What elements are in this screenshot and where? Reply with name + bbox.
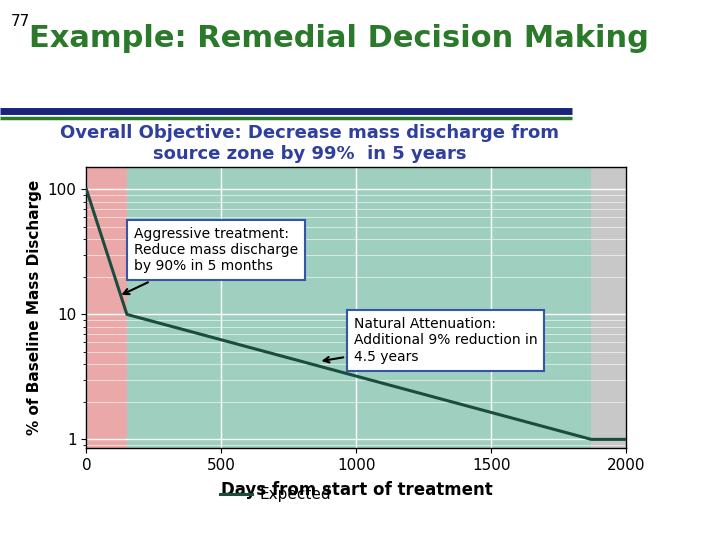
Bar	[591, 167, 626, 448]
Text: Natural Attenuation:
Additional 9% reduction in
4.5 years: Natural Attenuation: Additional 9% reduc…	[324, 317, 537, 363]
X-axis label: Days from start of treatment: Days from start of treatment	[220, 481, 492, 500]
Text: Expected: Expected	[259, 487, 330, 502]
Text: Example: Remedial Decision Making: Example: Remedial Decision Making	[29, 24, 649, 53]
Text: Overall Objective: Decrease mass discharge from
source zone by 99%  in 5 years: Overall Objective: Decrease mass dischar…	[60, 124, 559, 163]
Text: Aggressive treatment:
Reduce mass discharge
by 90% in 5 months: Aggressive treatment: Reduce mass discha…	[123, 227, 298, 294]
Text: 77: 77	[11, 14, 30, 29]
Bar	[86, 167, 127, 448]
Y-axis label: % of Baseline Mass Discharge: % of Baseline Mass Discharge	[27, 180, 42, 435]
